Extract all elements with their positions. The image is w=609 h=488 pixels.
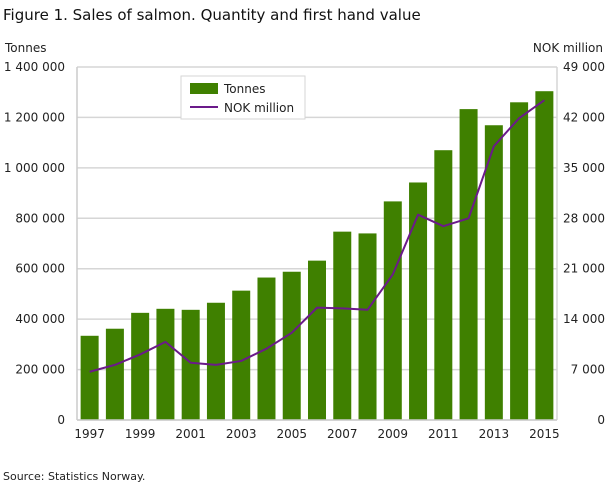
legend-box [180, 75, 306, 120]
y-left-tick-label: 800 000 [15, 211, 65, 225]
y-right-tick-label: 35 000 [563, 161, 605, 175]
bar-2008 [358, 233, 377, 420]
y-left-tick-label: 1 000 000 [4, 161, 65, 175]
bar-2003 [232, 290, 251, 420]
x-tick-label: 2013 [479, 427, 510, 441]
source-note: Source: Statistics Norway. [3, 470, 146, 483]
bar-2013 [484, 125, 503, 421]
y-right-tick-label: 0 [597, 413, 605, 427]
legend-swatch-tonnes [190, 83, 218, 94]
y-right-tick-label: 14 000 [563, 312, 605, 326]
bar-1997 [80, 335, 99, 420]
y-right-tick-label: 7 000 [571, 363, 605, 377]
x-tick-label: 2007 [327, 427, 358, 441]
x-tick-label: 2005 [276, 427, 307, 441]
y-right-tick-label: 42 000 [563, 110, 605, 124]
bar-2012 [459, 109, 478, 421]
y-left-tick-label: 600 000 [15, 262, 65, 276]
bar-1998 [105, 328, 124, 420]
y-right-axis-label: NOK million [533, 41, 603, 55]
y-right-tick-label: 49 000 [563, 60, 605, 74]
x-tick-label: 2015 [529, 427, 560, 441]
chart-title: Figure 1. Sales of salmon. Quantity and … [3, 6, 421, 24]
x-tick-label: 1997 [74, 427, 105, 441]
bar-2007 [333, 231, 352, 420]
y-left-tick-label: 1 400 000 [4, 60, 65, 74]
y-left-tick-label: 400 000 [15, 312, 65, 326]
bar-2001 [181, 309, 200, 420]
bar-2014 [510, 102, 529, 421]
x-tick-label: 2011 [428, 427, 459, 441]
legend-label-tonnes: Tonnes [223, 82, 265, 96]
x-tick-label: 2009 [378, 427, 409, 441]
y-left-tick-label: 0 [57, 413, 65, 427]
x-tick-label: 2001 [175, 427, 206, 441]
y-left-tick-label: 1 200 000 [4, 110, 65, 124]
bar-2015 [535, 91, 554, 420]
y-left-tick-label: 200 000 [15, 363, 65, 377]
bar-2011 [434, 150, 453, 420]
x-tick-label: 2003 [226, 427, 257, 441]
bar-2000 [156, 308, 175, 420]
bar-2009 [383, 201, 402, 420]
bar-2006 [308, 260, 326, 420]
x-tick-label: 1999 [125, 427, 156, 441]
y-right-tick-label: 21 000 [563, 262, 605, 276]
bar-2010 [409, 182, 428, 420]
y-left-axis-label: Tonnes [4, 41, 46, 55]
y-right-tick-label: 28 000 [563, 211, 605, 225]
bar-2005 [282, 271, 301, 420]
legend-label-nok: NOK million [224, 101, 294, 115]
bar-1999 [131, 312, 150, 420]
bar-2002 [206, 302, 225, 420]
